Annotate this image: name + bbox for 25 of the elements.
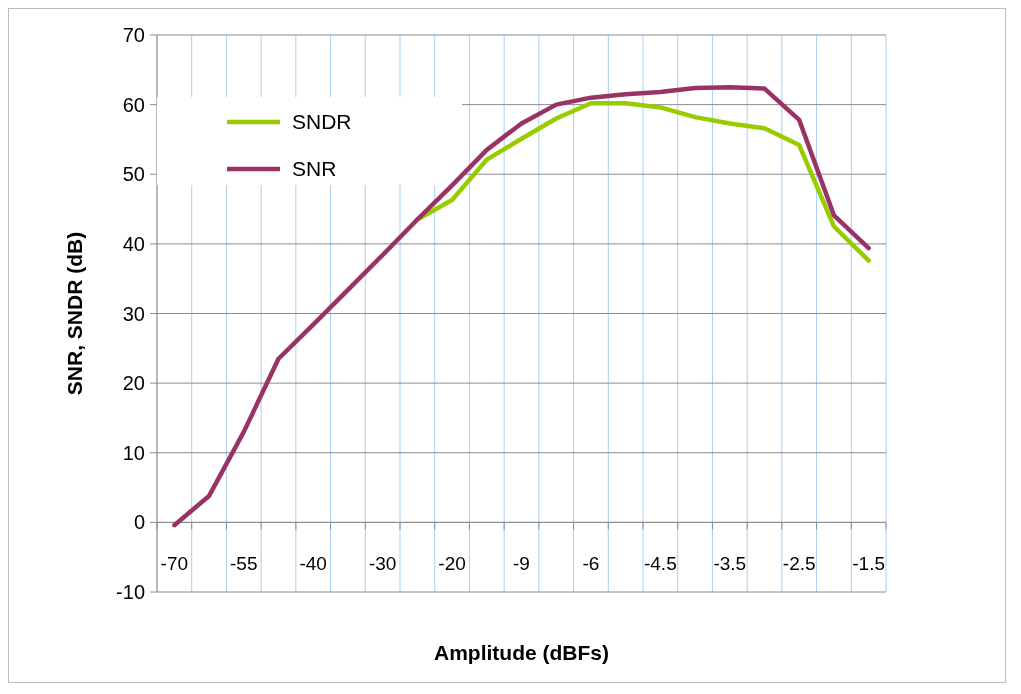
x-tick-label: -6 (582, 553, 600, 575)
y-tick-label: 30 (122, 302, 145, 325)
legend-label: SNR (292, 157, 337, 181)
x-tick-label: -30 (368, 553, 397, 575)
x-tick-label: -55 (230, 553, 258, 575)
x-tick-label: -3.5 (713, 553, 747, 575)
x-tick-label: -9 (513, 553, 530, 575)
legend-label: SNDR (292, 110, 352, 134)
y-tick-label: -10 (116, 581, 145, 603)
x-tick-label: -2.5 (782, 553, 816, 575)
x-axis-title: Amplitude (dBFs) (434, 641, 609, 664)
y-tick-label: 10 (122, 441, 145, 464)
x-tick-label: -20 (438, 553, 466, 575)
x-tick-label: -4.5 (643, 553, 677, 575)
y-tick-label: 0 (133, 511, 145, 534)
y-tick-label: 60 (122, 93, 145, 116)
y-tick-label: 20 (122, 372, 145, 395)
x-tick-label: -1.5 (852, 553, 886, 575)
line-series (172, 84, 871, 528)
y-tick-label: 40 (122, 232, 145, 255)
y-axis-title: SNR, SNDR (dB) (63, 231, 86, 396)
x-tick-label: -40 (299, 553, 327, 575)
y-tick-label: 50 (122, 163, 145, 186)
x-tick-label: -70 (160, 553, 189, 575)
y-tick-label: 70 (122, 24, 145, 46)
